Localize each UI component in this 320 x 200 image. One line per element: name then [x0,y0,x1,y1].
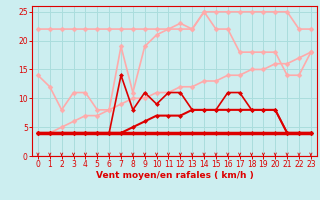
X-axis label: Vent moyen/en rafales ( km/h ): Vent moyen/en rafales ( km/h ) [96,171,253,180]
